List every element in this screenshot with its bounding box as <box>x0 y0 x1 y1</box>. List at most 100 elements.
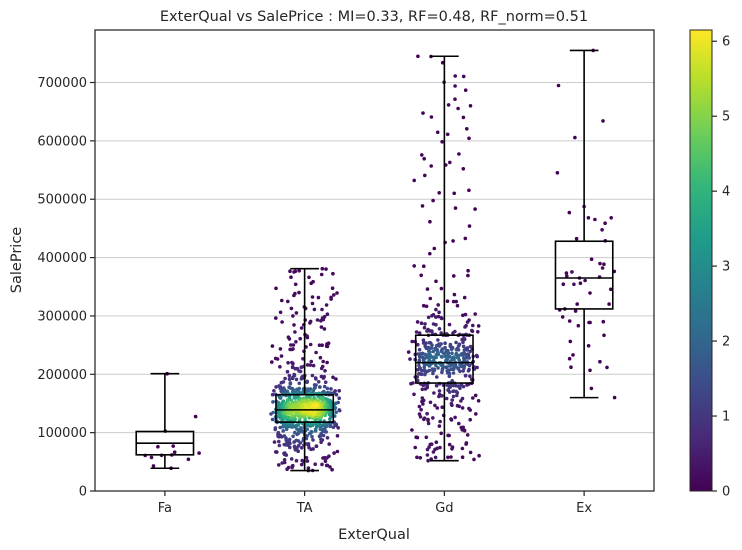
data-point <box>452 191 457 196</box>
data-point <box>277 439 281 444</box>
data-point <box>309 429 314 434</box>
data-point <box>473 207 477 211</box>
data-point <box>472 457 476 462</box>
data-point <box>270 417 275 422</box>
data-point <box>320 343 325 348</box>
data-point <box>468 417 473 422</box>
data-point <box>151 464 156 468</box>
data-point <box>556 83 561 88</box>
data-point <box>278 310 283 315</box>
data-point <box>436 366 440 370</box>
data-point <box>574 236 579 241</box>
data-point <box>455 303 460 308</box>
data-point <box>299 446 304 450</box>
data-point <box>449 383 454 388</box>
data-point <box>453 206 458 210</box>
data-point <box>434 315 438 319</box>
data-point <box>305 380 309 385</box>
data-point <box>444 396 449 401</box>
data-point <box>314 377 318 381</box>
data-point <box>453 415 457 420</box>
data-point <box>435 446 440 451</box>
data-point <box>423 387 428 391</box>
data-point <box>432 358 436 363</box>
data-point <box>193 414 198 419</box>
data-point <box>280 298 284 303</box>
data-point <box>296 444 301 448</box>
data-point <box>322 384 327 389</box>
data-point <box>186 457 191 462</box>
data-point <box>308 363 313 367</box>
data-point <box>429 164 434 168</box>
data-point <box>468 374 472 379</box>
data-point <box>467 406 471 411</box>
data-point <box>609 287 613 292</box>
data-point <box>572 282 576 287</box>
data-point <box>305 363 310 367</box>
data-point <box>598 261 602 266</box>
data-point <box>305 427 310 432</box>
data-point <box>293 430 297 435</box>
colorbar-tick-label: 4 <box>722 185 730 200</box>
data-point <box>320 316 325 320</box>
data-point <box>438 445 442 450</box>
data-point <box>297 269 302 273</box>
data-point <box>432 246 437 251</box>
data-point <box>274 286 278 291</box>
data-point <box>313 386 317 390</box>
data-point <box>453 74 458 78</box>
data-point <box>422 416 427 421</box>
data-point <box>337 396 342 401</box>
data-point <box>434 355 438 360</box>
data-point <box>456 348 461 352</box>
data-point <box>278 425 283 430</box>
data-point <box>464 441 469 445</box>
data-point <box>415 320 420 324</box>
data-point <box>323 459 328 464</box>
data-point <box>460 337 464 342</box>
data-point <box>451 299 456 304</box>
data-point <box>434 343 439 348</box>
data-point <box>437 191 442 195</box>
iqr-box <box>554 240 614 310</box>
data-point <box>578 281 583 286</box>
x-axis: Fa TA Gd Ex <box>158 491 592 516</box>
data-point <box>319 432 323 436</box>
data-point <box>422 264 426 269</box>
data-point <box>320 266 325 271</box>
data-point <box>417 331 422 335</box>
data-point <box>476 399 481 403</box>
data-point <box>555 171 560 175</box>
data-point <box>276 430 281 435</box>
data-point <box>446 351 451 356</box>
x-tick-label: Ex <box>576 501 592 516</box>
data-point <box>463 373 468 378</box>
data-point <box>301 357 305 361</box>
data-point <box>461 167 466 171</box>
data-point <box>477 453 481 458</box>
data-point <box>434 440 439 445</box>
data-point <box>299 326 304 330</box>
data-point <box>271 410 276 415</box>
data-point <box>455 403 460 408</box>
data-point <box>449 455 453 459</box>
colorbar-tick-label: 1 <box>722 410 730 425</box>
data-point <box>453 84 457 88</box>
data-point <box>299 462 304 467</box>
data-point <box>329 387 333 391</box>
data-point <box>318 355 323 360</box>
data-point <box>331 271 335 276</box>
data-point <box>287 437 292 442</box>
data-point <box>435 375 439 379</box>
data-point <box>475 365 479 370</box>
data-point <box>275 450 279 454</box>
data-point <box>462 295 467 300</box>
data-point <box>571 353 575 357</box>
data-point <box>573 135 577 140</box>
data-point <box>430 343 434 348</box>
data-point <box>564 271 569 275</box>
data-point <box>439 316 444 320</box>
data-point <box>609 216 613 220</box>
data-point <box>423 371 428 375</box>
data-point <box>417 347 422 352</box>
